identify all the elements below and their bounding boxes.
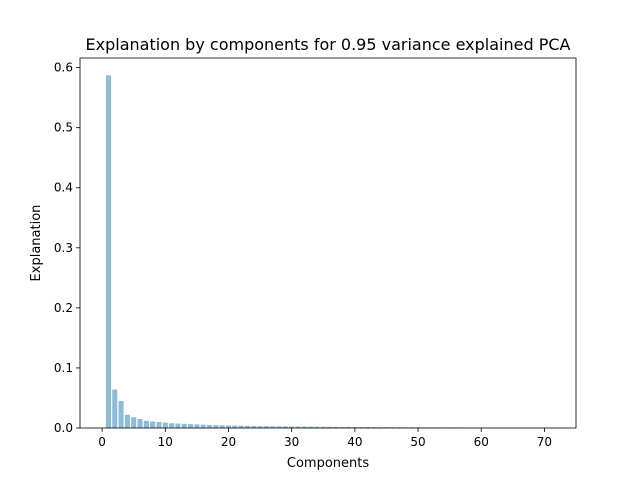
bars-group — [105, 75, 560, 429]
bar-component-16 — [200, 424, 206, 428]
bar-component-20 — [225, 425, 232, 428]
bar-component-2 — [112, 389, 118, 428]
bar-component-27 — [270, 426, 276, 428]
y-axis-label: Explanation — [29, 205, 44, 282]
bar-component-31 — [295, 426, 301, 428]
bar-component-23 — [244, 425, 250, 428]
chart-title: Explanation by components for 0.95 varia… — [86, 35, 571, 54]
bar-component-40 — [352, 426, 358, 428]
bar-component-7 — [143, 420, 149, 428]
bar-component-15 — [194, 424, 200, 428]
bar-component-37 — [333, 426, 339, 428]
y-tick-label: 0.6 — [54, 61, 73, 75]
bar-component-45 — [383, 427, 389, 428]
x-tick-label: 40 — [347, 435, 362, 449]
bar-component-6 — [137, 418, 143, 428]
bar-component-3 — [118, 400, 124, 428]
bar-component-24 — [251, 425, 257, 428]
y-tick-label: 0.1 — [54, 361, 73, 375]
bar-component-17 — [207, 425, 213, 428]
x-tick-label: 60 — [474, 435, 489, 449]
bar-component-10 — [162, 422, 168, 428]
bar-component-21 — [232, 425, 238, 428]
bar-component-13 — [181, 423, 187, 428]
bar-component-22 — [238, 425, 244, 428]
bar-component-26 — [263, 426, 269, 428]
x-tick-label: 20 — [221, 435, 236, 449]
bar-component-11 — [169, 423, 175, 428]
x-tick-label: 70 — [537, 435, 552, 449]
x-axis-ticks: 0 10 20 30 40 50 60 70 — [98, 428, 552, 449]
bar-component-39 — [346, 426, 352, 428]
bar-component-9 — [156, 421, 162, 428]
bar-component-1 — [105, 75, 111, 429]
y-tick-label: 0.5 — [54, 121, 73, 135]
bar-component-29 — [282, 426, 288, 428]
bar-component-14 — [188, 424, 194, 428]
bar-component-36 — [327, 426, 333, 428]
bar-component-4 — [124, 414, 130, 428]
bar-component-30 — [289, 426, 295, 428]
y-tick-label: 0.4 — [54, 181, 73, 195]
bar-component-8 — [150, 421, 156, 428]
bar-component-42 — [364, 427, 371, 428]
y-tick-label: 0.0 — [54, 421, 73, 435]
bar-component-43 — [371, 427, 377, 428]
bar-component-46 — [390, 427, 396, 428]
bar-component-5 — [131, 417, 137, 428]
bar-component-44 — [377, 427, 383, 428]
plot-frame — [79, 57, 577, 429]
bar-component-34 — [314, 426, 320, 428]
x-axis-label: Components — [287, 456, 369, 471]
y-tick-label: 0.2 — [54, 301, 73, 315]
y-tick-label: 0.3 — [54, 241, 73, 255]
bar-component-41 — [358, 427, 364, 428]
bar-component-33 — [308, 426, 314, 428]
x-tick-label: 50 — [410, 435, 425, 449]
bar-component-38 — [339, 426, 345, 428]
bar-component-19 — [219, 425, 225, 428]
y-axis-ticks: 0.0 0.1 0.2 0.3 0.4 0.5 0.6 — [54, 61, 80, 435]
x-tick-label: 30 — [284, 435, 299, 449]
x-tick-label: 10 — [158, 435, 173, 449]
x-tick-label: 0 — [98, 435, 106, 449]
bar-component-12 — [175, 423, 181, 428]
bar-component-18 — [213, 425, 219, 428]
bar-component-25 — [257, 426, 263, 428]
bar-component-35 — [320, 426, 326, 428]
bar-component-32 — [301, 426, 307, 428]
bar-component-28 — [276, 426, 282, 428]
